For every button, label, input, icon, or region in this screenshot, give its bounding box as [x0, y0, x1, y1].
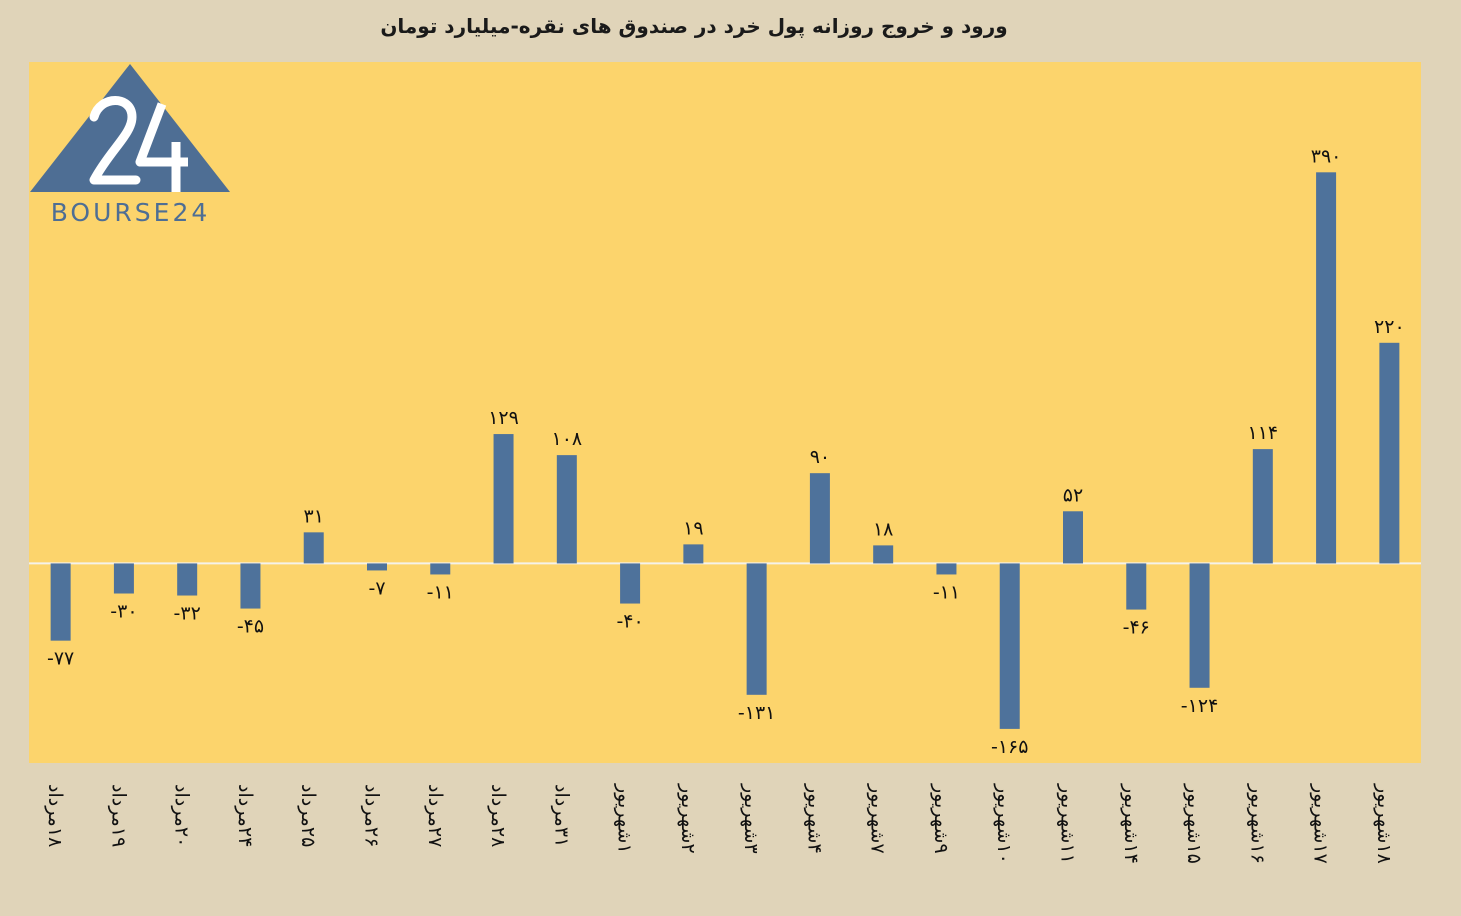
x-tick-label-16: ۱۰شهریور [993, 783, 1015, 864]
x-tick-label-4: ۲۴مرداد [234, 784, 256, 847]
logo-text: BOURSE24 [50, 198, 211, 227]
data-label-3: -۳۲ [174, 603, 201, 625]
x-tick-label-18: ۱۴شهریور [1120, 783, 1142, 864]
x-tick-label-9: ۳۱مرداد [550, 784, 572, 847]
chart-title: ورود و خروج روزانه پول خرد در صندوق های … [380, 14, 1008, 38]
bar-3 [177, 563, 198, 596]
bar-14 [873, 545, 894, 564]
data-label-1: -۷۷ [47, 648, 74, 670]
data-label-18: -۴۶ [1123, 617, 1150, 639]
x-tick-label-1: ۱۸مرداد [44, 784, 66, 847]
data-label-12: -۱۳۱ [738, 702, 775, 724]
data-label-22: ۲۲۰ [1374, 316, 1405, 338]
x-tick-label-3: ۲۰مرداد [171, 784, 193, 847]
data-label-19: -۱۲۴ [1181, 695, 1218, 717]
data-label-17: ۵۲ [1063, 484, 1083, 506]
bourse24-logo-icon [30, 64, 230, 192]
bar-13 [809, 473, 830, 564]
bar-16 [999, 563, 1020, 729]
data-label-21: ۳۹۰ [1311, 145, 1342, 167]
data-label-14: ۱۸ [873, 518, 893, 540]
bar-1 [50, 563, 71, 641]
x-tick-label-13: ۴شهریور [803, 783, 825, 854]
bar-2 [113, 563, 134, 594]
data-label-6: -۷ [368, 577, 385, 599]
bar-20 [1252, 449, 1273, 564]
data-label-5: ۳۱ [304, 505, 324, 527]
data-label-15: -۱۱ [933, 581, 960, 603]
bar-6 [367, 563, 387, 571]
bar-11 [683, 544, 704, 564]
x-tick-label-15: ۹شهریور [930, 783, 952, 854]
bar-22 [1379, 342, 1400, 564]
x-tick-label-17: ۱۱شهریور [1057, 783, 1079, 864]
data-label-7: -۱۱ [427, 581, 454, 603]
x-tick-label-12: ۳شهریور [740, 783, 762, 854]
x-tick-label-7: ۲۷مرداد [424, 784, 446, 847]
x-tick-label-5: ۲۵مرداد [297, 784, 319, 847]
bar-17 [1063, 511, 1083, 564]
x-tick-label-14: ۷شهریور [867, 783, 889, 854]
bar-19 [1189, 563, 1210, 688]
bar-4 [240, 563, 261, 609]
bar-18 [1126, 563, 1147, 610]
bar-9 [556, 455, 577, 564]
x-tick-label-8: ۲۸مرداد [487, 784, 509, 847]
x-tick-label-22: ۱۸شهریور [1373, 783, 1395, 864]
bar-12 [746, 563, 767, 695]
data-label-20: ۱۱۴ [1248, 422, 1279, 444]
bar-5 [303, 532, 324, 564]
bar-21 [1316, 172, 1337, 564]
x-tick-label-2: ۱۹مرداد [107, 784, 129, 847]
data-label-9: ۱۰۸ [552, 428, 583, 450]
x-tick-label-10: ۱شهریور [614, 783, 636, 854]
x-tick-label-19: ۱۵شهریور [1183, 783, 1205, 864]
x-tick-label-21: ۱۷شهریور [1310, 783, 1332, 864]
bar-8 [493, 434, 514, 564]
bar-7 [430, 563, 451, 575]
x-tick-label-11: ۲شهریور [677, 783, 699, 854]
data-label-16: -۱۶۵ [991, 736, 1028, 758]
bar-10 [620, 563, 641, 604]
data-label-4: -۴۵ [237, 616, 264, 638]
data-label-11: ۱۹ [683, 517, 703, 539]
x-tick-label-20: ۱۶شهریور [1246, 783, 1268, 864]
data-label-2: -۳۰ [110, 601, 137, 623]
plot-area [29, 62, 1421, 763]
bar-15 [936, 563, 957, 575]
data-label-13: ۹۰ [810, 446, 830, 468]
data-label-8: ۱۲۹ [488, 407, 519, 429]
x-tick-label-6: ۲۶مرداد [361, 784, 383, 847]
data-label-10: -۴۰ [616, 611, 643, 633]
